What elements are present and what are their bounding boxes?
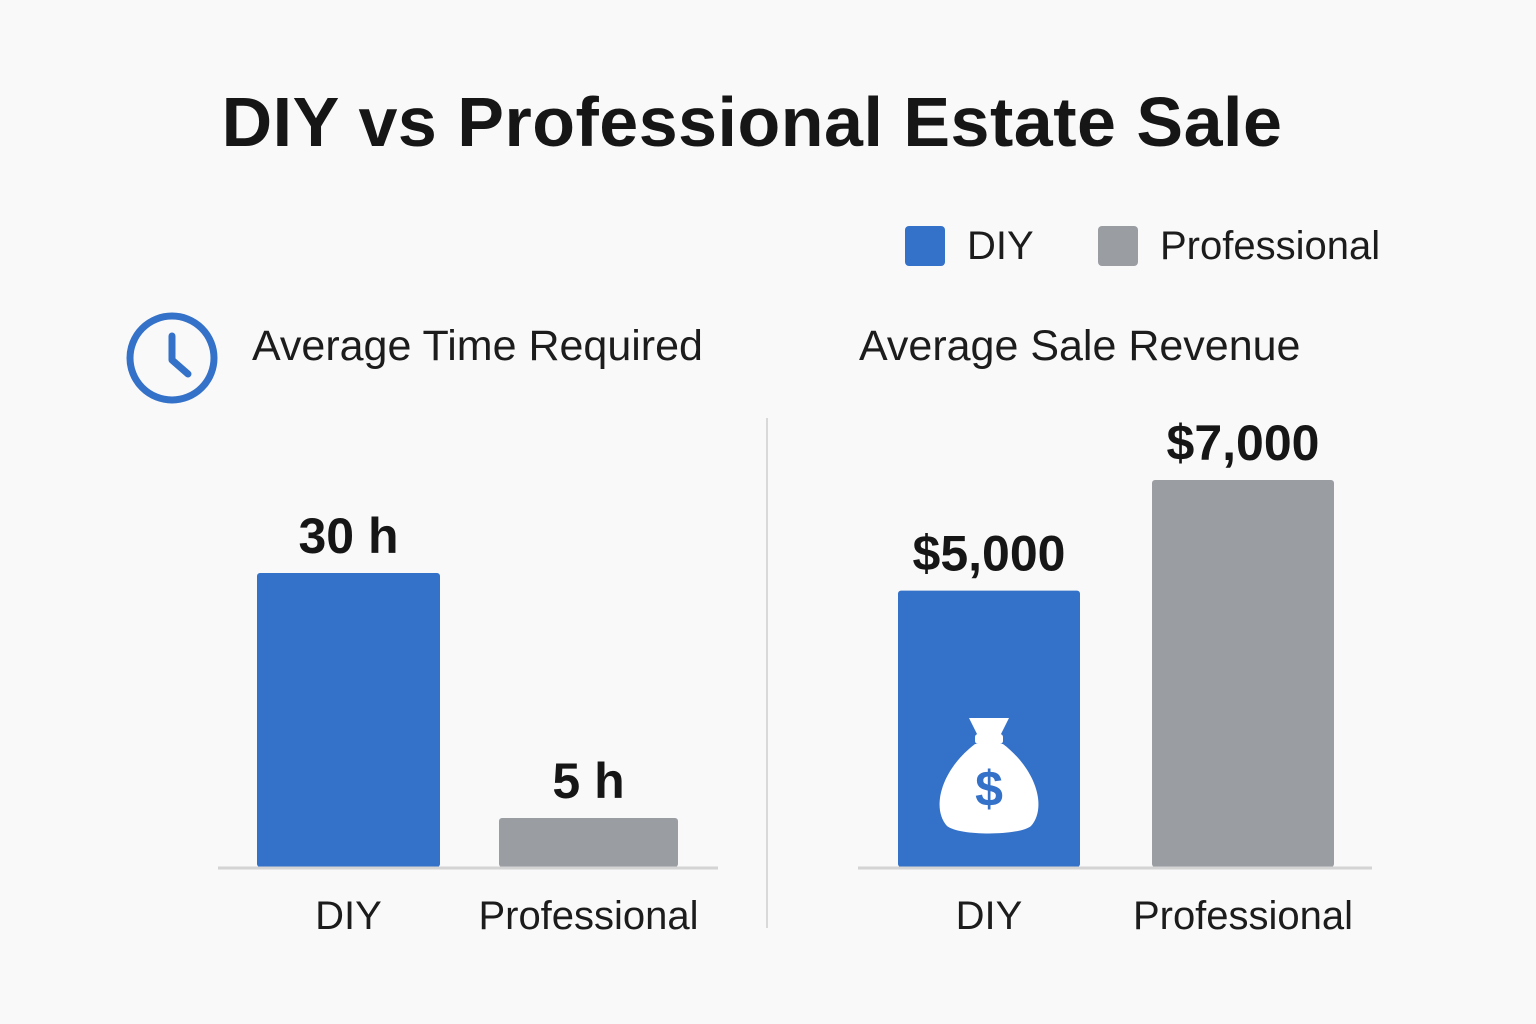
- legend-label-professional: Professional: [1160, 223, 1381, 268]
- value-label-revenue-diy: $5,000: [913, 526, 1066, 582]
- page-title: DIY vs Professional Estate Sale: [221, 83, 1283, 161]
- chart-title-revenue: Average Sale Revenue: [859, 322, 1301, 370]
- legend-item-professional: Professional: [1098, 224, 1380, 268]
- category-label-time-diy: DIY: [315, 894, 382, 938]
- category-label-time-professional: Professional: [478, 894, 698, 938]
- bar-time-professional: [499, 818, 678, 867]
- panel-divider: [766, 418, 768, 928]
- bar-revenue-professional: [1152, 480, 1334, 867]
- legend-item-diy: DIY: [905, 224, 1034, 268]
- category-label-revenue-diy: DIY: [956, 894, 1023, 938]
- svg-text:$: $: [975, 761, 1003, 817]
- chart-title-time: Average Time Required: [252, 322, 703, 370]
- value-label-time-professional: 5 h: [552, 753, 624, 809]
- value-label-revenue-professional: $7,000: [1167, 415, 1320, 471]
- clock-icon: [126, 312, 218, 404]
- money-bag-icon: $: [939, 718, 1039, 834]
- bar-time-diy: [257, 573, 440, 867]
- value-label-time-diy: 30 h: [298, 508, 398, 564]
- legend-swatch-professional: [1098, 226, 1138, 266]
- category-label-revenue-professional: Professional: [1133, 894, 1353, 938]
- legend-swatch-diy: [905, 226, 945, 266]
- legend-label-diy: DIY: [967, 223, 1034, 268]
